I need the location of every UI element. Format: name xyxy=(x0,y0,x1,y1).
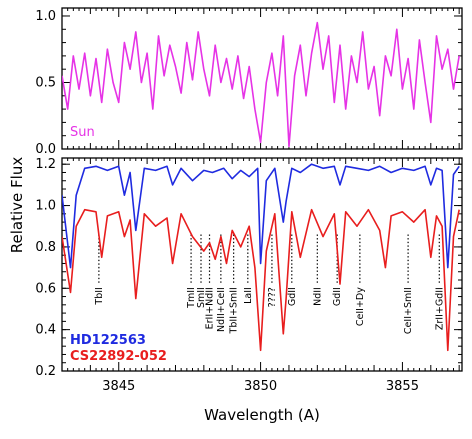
y-tick-label: 1.0 xyxy=(35,9,56,24)
sun-label: Sun xyxy=(70,125,95,140)
line-id-label: TbII+SmII xyxy=(229,287,240,334)
y-tick-label: 1.2 xyxy=(35,157,56,172)
line-id-label: NdII+CeII xyxy=(216,287,227,332)
y-tick-label: 0.6 xyxy=(35,281,56,296)
series-line-hd122563 xyxy=(62,163,460,269)
line-id-label: CeII+SmII xyxy=(403,287,414,334)
y-tick-label: 0.4 xyxy=(35,323,56,338)
line-id-label: TmII xyxy=(186,287,197,309)
legend-cs22892: CS22892-052 xyxy=(70,349,167,364)
line-id-label: LaII xyxy=(243,287,254,304)
x-tick-label: 3850 xyxy=(244,379,277,394)
y-tick-label: 1.0 xyxy=(35,199,56,214)
series-line-sun xyxy=(62,21,460,148)
sun-spectrum-panel: 0.0 0.5 1.0 xyxy=(35,7,463,157)
series-line-cs22892-052 xyxy=(62,208,460,352)
y-tick-label: 0.0 xyxy=(35,142,56,157)
legend-hd122563: HD122563 xyxy=(70,333,146,348)
y-tick-label: 0.8 xyxy=(35,240,56,255)
x-tick-label: 3845 xyxy=(102,379,135,394)
y-tick-label: 0.5 xyxy=(35,75,56,90)
line-id-label: NdII xyxy=(312,287,323,306)
x-tick-label: 3855 xyxy=(386,379,419,394)
stellar-spectra-panel: 0.2 0.4 0.6 0.8 1.0 1.2 3845 3850 3855 TbII SmIITm… xyxy=(35,157,463,394)
line-id-label: SmII xyxy=(196,287,207,308)
plot-frame-1 xyxy=(61,157,463,372)
line-id-label: GdII xyxy=(332,287,343,306)
line-id-label: ZrII+GdII xyxy=(434,287,445,330)
line-id-label: ErII+NdII xyxy=(205,287,216,329)
line-id-label: TbII xyxy=(94,287,105,305)
x-axis-label: Wavelength (A) xyxy=(204,406,320,424)
line-id-label: GdII xyxy=(287,287,298,306)
line-id-label: ???? xyxy=(267,287,278,307)
line-id-label: CeII+Dy xyxy=(355,287,366,326)
y-axis-label: Relative Flux xyxy=(8,157,26,254)
y-tick-label: 0.2 xyxy=(35,364,56,379)
